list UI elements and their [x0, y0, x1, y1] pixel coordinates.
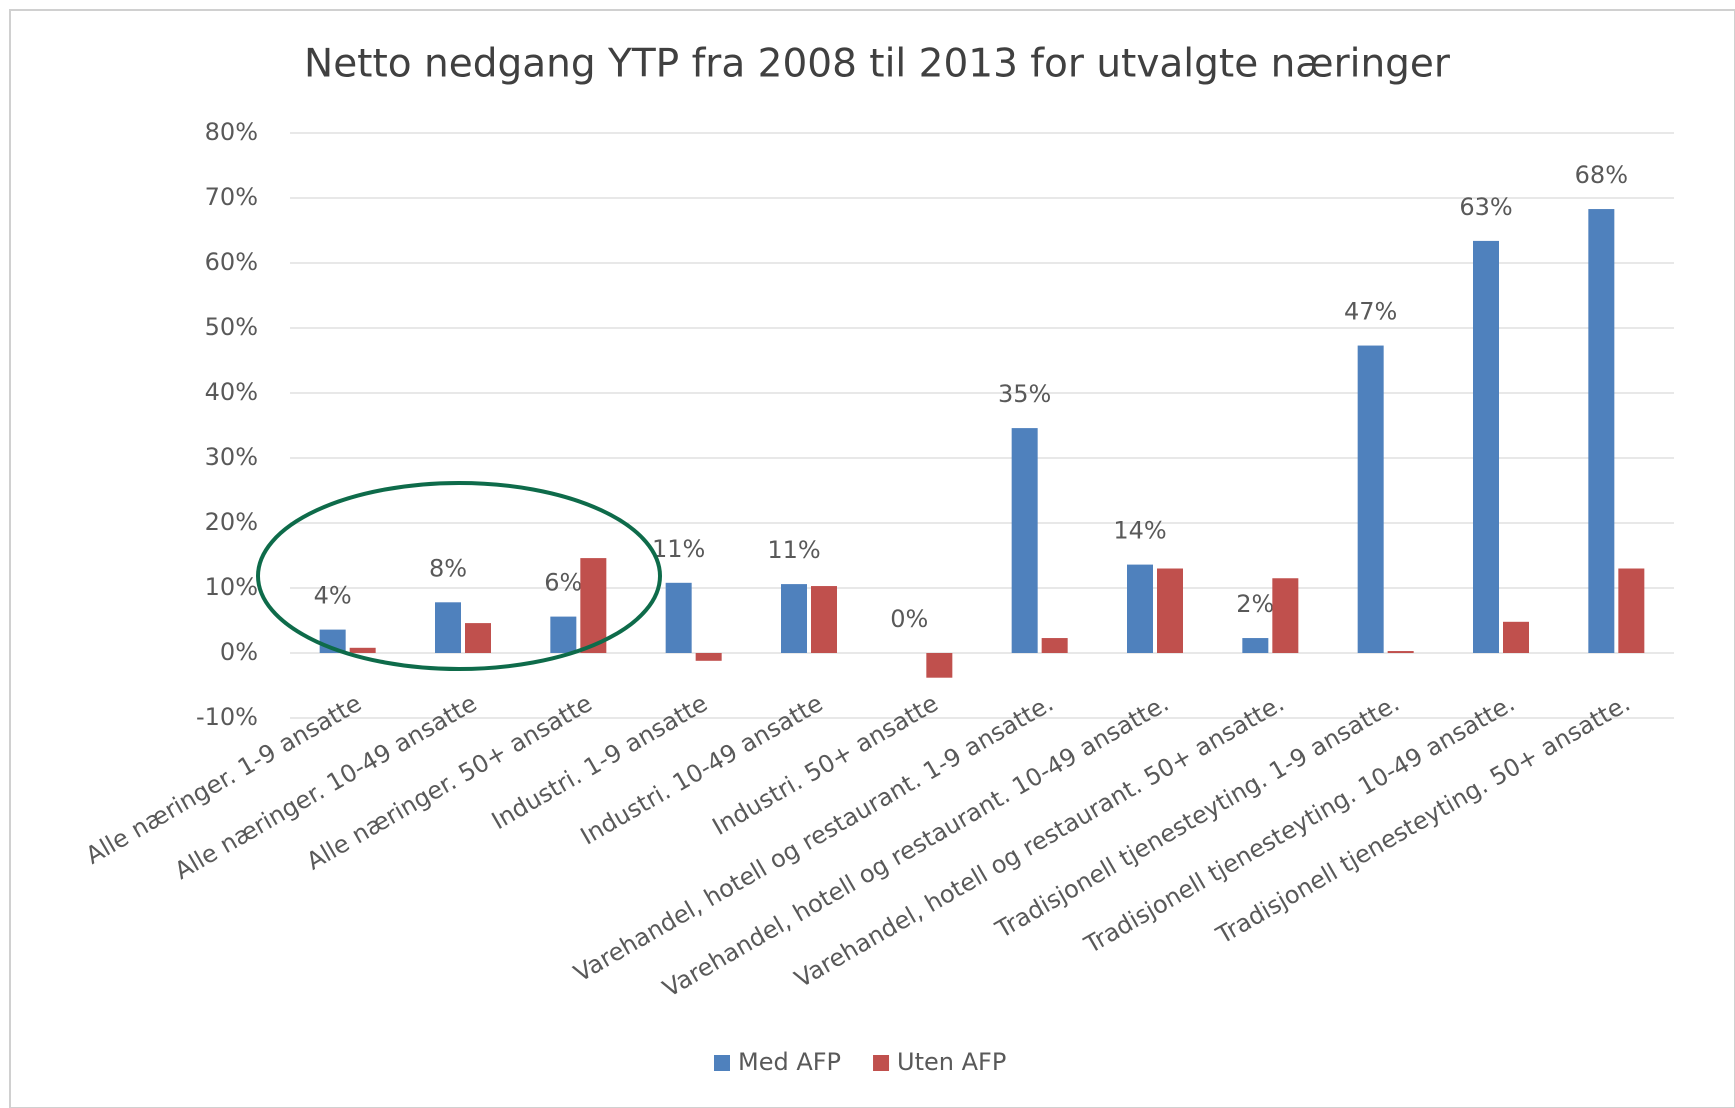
bar: [695, 653, 722, 661]
bar: [580, 558, 607, 653]
y-tick-label: 0%: [220, 638, 258, 666]
bar: [1157, 568, 1183, 653]
y-tick-label: 70%: [205, 183, 258, 211]
bar: [1127, 564, 1153, 653]
y-tick-label: -10%: [196, 703, 258, 731]
data-label: 47%: [1344, 298, 1397, 326]
bar: [1618, 568, 1645, 653]
bar: [1011, 428, 1038, 653]
bar: [435, 602, 461, 653]
bar: [1473, 240, 1499, 653]
legend-label: Med AFP: [738, 1048, 841, 1076]
y-tick-label: 20%: [205, 508, 258, 536]
legend-swatch: [714, 1055, 730, 1071]
data-label: 14%: [1113, 517, 1166, 545]
data-label: 2%: [1236, 590, 1274, 618]
bar: [781, 584, 807, 653]
data-label: 11%: [652, 535, 705, 563]
bar: [1242, 638, 1269, 653]
data-label: 11%: [767, 536, 820, 564]
bar: [550, 616, 577, 653]
data-label: 6%: [544, 569, 582, 597]
legend-label: Uten AFP: [897, 1048, 1006, 1076]
bar: [1588, 209, 1615, 654]
chart-frame: [9, 9, 1735, 1108]
bar: [1503, 621, 1529, 653]
bar: [1357, 345, 1384, 653]
bar: [665, 582, 692, 653]
y-tick-label: 10%: [205, 573, 258, 601]
data-label: 35%: [998, 380, 1051, 408]
bar: [926, 653, 953, 678]
bar: [1041, 638, 1068, 653]
y-tick-label: 60%: [205, 248, 258, 276]
data-label: 63%: [1459, 193, 1512, 221]
bar: [465, 623, 491, 653]
data-label: 4%: [314, 582, 352, 610]
data-label: 0%: [890, 605, 928, 633]
bar: [349, 647, 376, 653]
bar: [1387, 651, 1414, 653]
data-label: 68%: [1575, 161, 1628, 189]
legend-swatch: [873, 1055, 890, 1071]
y-tick-label: 80%: [205, 118, 258, 146]
y-tick-label: 50%: [205, 313, 258, 341]
bar: [811, 586, 837, 653]
data-label: 8%: [429, 554, 467, 582]
y-tick-label: 30%: [205, 443, 258, 471]
chart-title: Netto nedgang YTP fra 2008 til 2013 for …: [304, 42, 1451, 87]
highlight-ellipse: [256, 481, 662, 671]
bar: [1272, 578, 1299, 653]
y-tick-label: 40%: [205, 378, 258, 406]
